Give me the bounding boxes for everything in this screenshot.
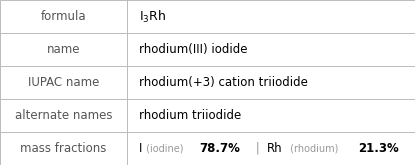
Text: I: I bbox=[139, 142, 142, 155]
Text: (iodine): (iodine) bbox=[143, 144, 187, 153]
Text: (rhodium): (rhodium) bbox=[288, 144, 342, 153]
Text: $\mathregular{I_3Rh}$: $\mathregular{I_3Rh}$ bbox=[139, 8, 166, 25]
Text: |: | bbox=[252, 142, 264, 155]
Text: mass fractions: mass fractions bbox=[20, 142, 107, 155]
Text: name: name bbox=[46, 43, 80, 56]
Text: rhodium(III) iodide: rhodium(III) iodide bbox=[139, 43, 247, 56]
Text: Rh: Rh bbox=[267, 142, 283, 155]
Text: rhodium(+3) cation triiodide: rhodium(+3) cation triiodide bbox=[139, 76, 308, 89]
Text: IUPAC name: IUPAC name bbox=[28, 76, 99, 89]
Text: alternate names: alternate names bbox=[15, 109, 112, 122]
Text: 21.3%: 21.3% bbox=[358, 142, 398, 155]
Text: 78.7%: 78.7% bbox=[200, 142, 241, 155]
Text: formula: formula bbox=[41, 10, 86, 23]
Text: rhodium triiodide: rhodium triiodide bbox=[139, 109, 241, 122]
